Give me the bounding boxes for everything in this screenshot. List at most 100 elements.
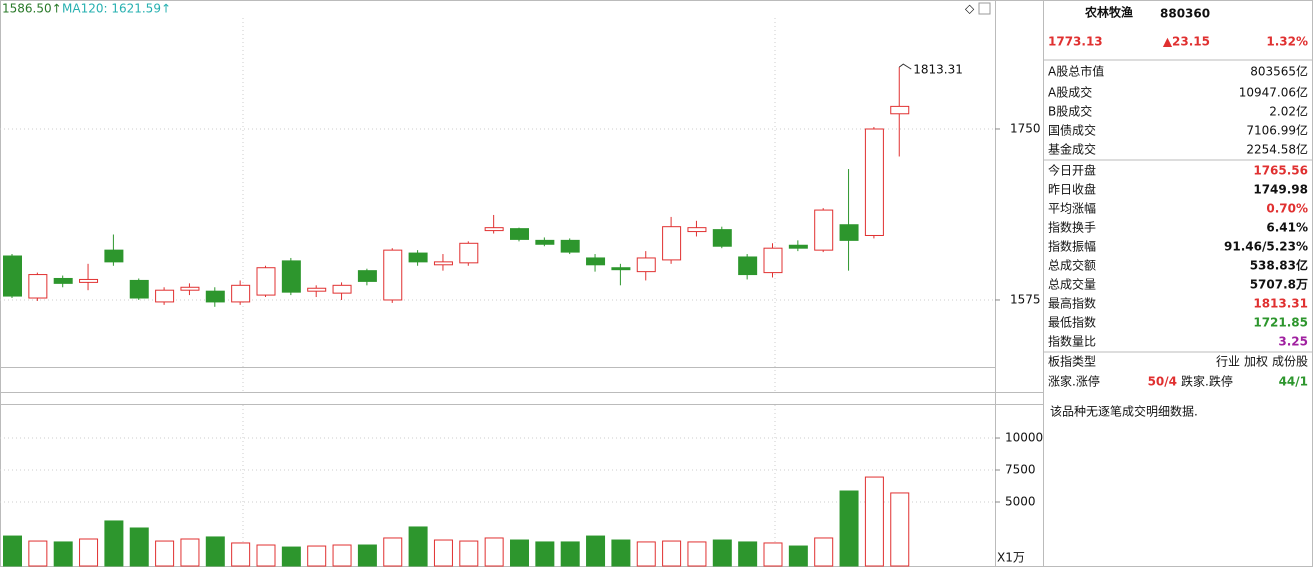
stat-value: 1765.56 [1253, 164, 1308, 178]
stat-value: 5707.8万 [1250, 278, 1308, 292]
panel-code: 880360 [1160, 7, 1210, 21]
candle-body [332, 284, 352, 294]
stat-value: 0.70% [1266, 202, 1308, 216]
volume-bar [738, 541, 758, 567]
stat-label: 总成交额 [1048, 258, 1096, 273]
volume-bar [129, 527, 149, 567]
volume-bar [104, 520, 124, 567]
candle-body [155, 289, 175, 303]
indicator-label: MA120: 1621.59↑ [62, 2, 171, 16]
market-label: A股总市值 [1048, 64, 1104, 79]
candle-body [839, 224, 859, 241]
candle-body [738, 256, 758, 276]
volume-bar [307, 545, 327, 567]
icon-diamond[interactable]: ◇ [965, 2, 975, 16]
volume-bar [332, 544, 352, 567]
market-value: 803565亿 [1250, 64, 1308, 79]
stat-label: 指数量比 [1048, 334, 1096, 349]
candle-body [79, 278, 99, 283]
breadth-up-value: 50/4 [1148, 375, 1177, 389]
market-value: 2254.58亿 [1246, 142, 1308, 157]
volume-bar [814, 537, 834, 567]
stat-value: 6.41% [1266, 221, 1308, 235]
type-value: 加权 [1244, 355, 1268, 369]
volume-bar [687, 541, 707, 567]
volume-bar [28, 540, 48, 567]
candle-body [560, 239, 580, 253]
market-label: 国债成交 [1048, 123, 1096, 138]
type-label: 板指类型 [1048, 354, 1096, 369]
volume-bar [205, 536, 225, 567]
volume-bar [636, 541, 656, 567]
candle-body [433, 261, 453, 266]
volume-bar [155, 540, 175, 567]
volume-bar [839, 490, 859, 567]
stat-value: 91.46/5.23% [1224, 240, 1308, 254]
breadth-down-label: 跌家.跌停 [1181, 374, 1233, 389]
icon-window[interactable] [978, 2, 991, 15]
candle-body [890, 105, 910, 115]
volume-bar [256, 544, 276, 567]
volume-bar [53, 541, 73, 567]
volume-bar [79, 538, 99, 567]
volume-bar [611, 539, 631, 567]
volume-bar [864, 476, 884, 567]
volume-bar [231, 542, 251, 567]
y-tick-label: 1750 [1010, 121, 1041, 135]
volume-bar [408, 526, 428, 567]
candle-body [814, 209, 834, 251]
stat-label: 最高指数 [1048, 296, 1096, 311]
candle-body [408, 252, 428, 263]
volume-bar [357, 544, 377, 567]
chart-frame [0, 0, 1044, 567]
type-value[interactable]: 成份股 [1272, 355, 1308, 369]
volume-bar [586, 535, 606, 567]
candle-body [535, 239, 555, 245]
candle-body [586, 257, 606, 266]
candle-body [129, 279, 149, 299]
stat-value: 1721.85 [1253, 316, 1308, 330]
stat-label: 指数换手 [1048, 220, 1096, 235]
stat-label: 总成交量 [1048, 277, 1096, 292]
y-tick-label: 5000 [1005, 495, 1036, 509]
volume-bar [535, 541, 555, 567]
volume-bar [890, 492, 910, 567]
panel-title: 农林牧渔 [1084, 5, 1133, 20]
candle-body [357, 270, 377, 282]
volume-bar [662, 540, 682, 567]
market-value: 7106.99亿 [1246, 123, 1308, 138]
annotation-leader [898, 63, 912, 70]
candle-body [307, 287, 327, 292]
candle-body [484, 227, 504, 232]
candle-body [231, 284, 251, 303]
stat-label: 最低指数 [1048, 315, 1096, 330]
stat-label: 指数振幅 [1048, 239, 1096, 254]
candle-body [3, 255, 22, 297]
volume-bar [763, 542, 783, 567]
stat-label: 今日开盘 [1048, 163, 1096, 178]
candle-body [459, 242, 479, 264]
volume-bar [510, 539, 529, 567]
volume-bar [788, 545, 808, 567]
stat-label: 平均涨幅 [1048, 201, 1096, 216]
volume-bar [3, 535, 22, 567]
stat-value: 538.83亿 [1250, 258, 1308, 273]
candle-body [687, 227, 707, 233]
stat-value: 1749.98 [1253, 183, 1308, 197]
volume-bar [712, 539, 732, 567]
stat-value: 1813.31 [1253, 297, 1308, 311]
type-value: 行业 [1216, 355, 1240, 369]
panel-price: 1773.13 [1048, 35, 1103, 49]
market-value: 2.02亿 [1269, 104, 1308, 119]
candle-body [788, 244, 808, 249]
candle-body [864, 128, 884, 236]
indicator-label: 1586.50↑ [2, 2, 62, 16]
candle-body [712, 229, 732, 247]
candle-body [611, 267, 631, 271]
volume-bar [383, 537, 403, 567]
panel-change-pct: 1.32% [1266, 35, 1308, 49]
stat-label: 昨日收盘 [1048, 182, 1096, 197]
y-tick-label: 10000 [1005, 431, 1043, 445]
